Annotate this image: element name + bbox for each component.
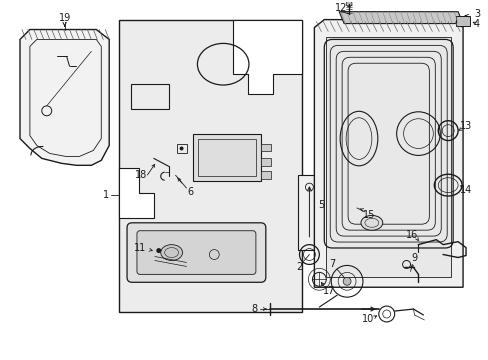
Text: 16: 16 [406,230,418,240]
Text: 7: 7 [328,260,335,269]
Text: 2: 2 [296,262,302,273]
Ellipse shape [161,244,182,261]
Polygon shape [119,168,154,218]
Circle shape [346,1,351,7]
Text: 19: 19 [59,13,71,23]
Text: 13: 13 [459,121,471,131]
FancyBboxPatch shape [137,231,255,274]
Ellipse shape [360,215,382,230]
Text: 10: 10 [361,314,373,324]
Bar [297,175,321,249]
Text: 12: 12 [334,3,346,13]
Bar [260,144,270,152]
FancyBboxPatch shape [127,223,265,282]
Bar [176,144,186,153]
Text: 5: 5 [318,200,324,210]
Circle shape [343,277,350,285]
Circle shape [179,147,183,150]
Text: 1: 1 [103,190,109,200]
Polygon shape [20,30,109,165]
Text: 11: 11 [133,243,145,253]
Text: 3: 3 [473,9,479,19]
Bar [455,15,469,26]
Text: 9: 9 [410,252,417,262]
Polygon shape [314,19,462,287]
Text: 15: 15 [362,210,374,220]
Bar [131,84,168,109]
Text: 8: 8 [251,304,257,314]
Polygon shape [325,37,450,277]
Circle shape [156,248,161,253]
Bar [119,19,302,312]
Text: 4: 4 [473,19,479,28]
Bar [260,158,270,166]
Text: 6: 6 [187,187,193,197]
Text: 14: 14 [459,185,471,195]
Text: 17: 17 [323,286,335,296]
Bar [260,171,270,179]
Polygon shape [233,19,302,94]
Bar [198,139,255,176]
Polygon shape [339,12,462,23]
Bar [193,134,260,181]
Text: 18: 18 [135,170,147,180]
